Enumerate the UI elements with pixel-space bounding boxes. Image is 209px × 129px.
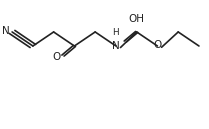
Text: O: O (53, 52, 61, 62)
Text: O: O (153, 40, 162, 50)
Text: N: N (3, 26, 10, 36)
Text: OH: OH (129, 14, 145, 24)
Text: N: N (112, 41, 120, 51)
Text: H: H (113, 28, 119, 37)
